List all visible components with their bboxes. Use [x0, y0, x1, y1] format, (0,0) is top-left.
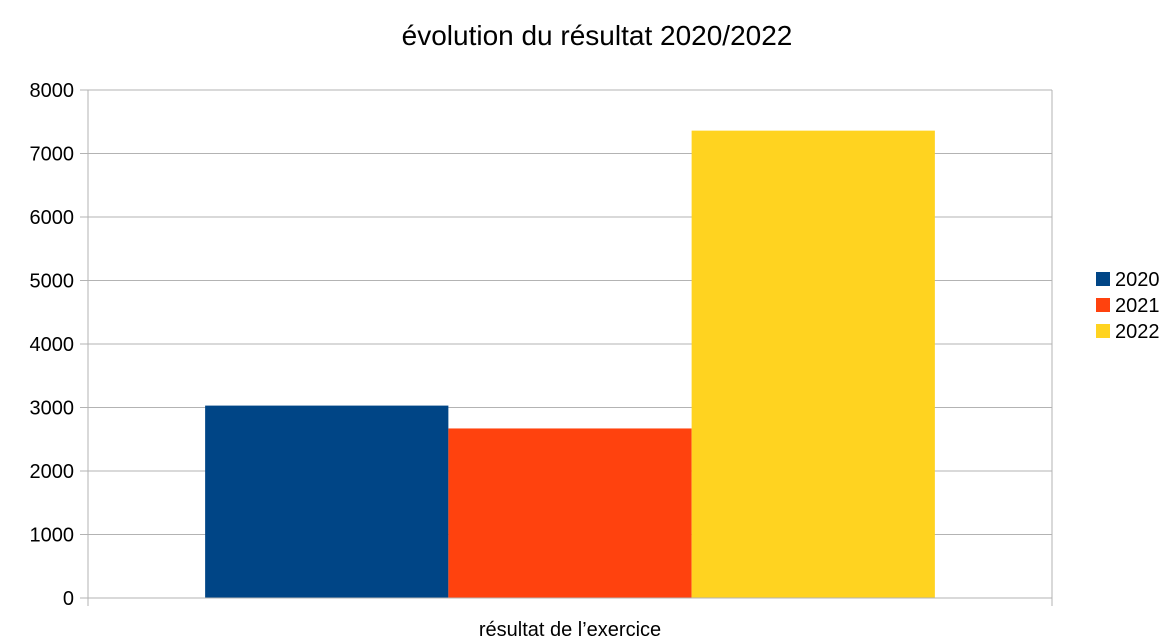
- y-tick-label-7000: 7000: [30, 144, 75, 166]
- y-tick-label-5000: 5000: [30, 271, 75, 293]
- y-tick-label-0: 0: [63, 588, 74, 610]
- y-tick-label-1000: 1000: [30, 525, 75, 547]
- legend-swatch-2022: [1096, 324, 1110, 338]
- axes: [80, 89, 1053, 606]
- y-tick-label-8000: 8000: [30, 80, 75, 102]
- chart-title: évolution du résultat 2020/2022: [402, 20, 793, 51]
- bar-2021: [448, 428, 692, 598]
- bars: [205, 130, 935, 598]
- legend-label-2022: 2022: [1115, 321, 1160, 343]
- y-tick-label-4000: 4000: [30, 334, 75, 356]
- bar-2020: [205, 405, 449, 598]
- y-tick-label-2000: 2000: [30, 461, 75, 483]
- y-tick-labels: 0 1000 2000 3000 4000 5000 6000 7000 8000: [30, 80, 75, 610]
- bar-2022: [691, 130, 935, 598]
- legend-label-2020: 2020: [1115, 269, 1160, 291]
- legend-label-2021: 2021: [1115, 295, 1160, 317]
- y-tick-label-3000: 3000: [30, 398, 75, 420]
- y-tick-label-6000: 6000: [30, 207, 75, 229]
- x-tick-labels: résultat de l’exercice: [479, 619, 661, 641]
- x-tick-label: résultat de l’exercice: [479, 619, 661, 639]
- legend-swatch-2021: [1096, 298, 1110, 312]
- legend: 2020 2021 2022: [1096, 269, 1160, 343]
- legend-swatch-2020: [1096, 272, 1110, 286]
